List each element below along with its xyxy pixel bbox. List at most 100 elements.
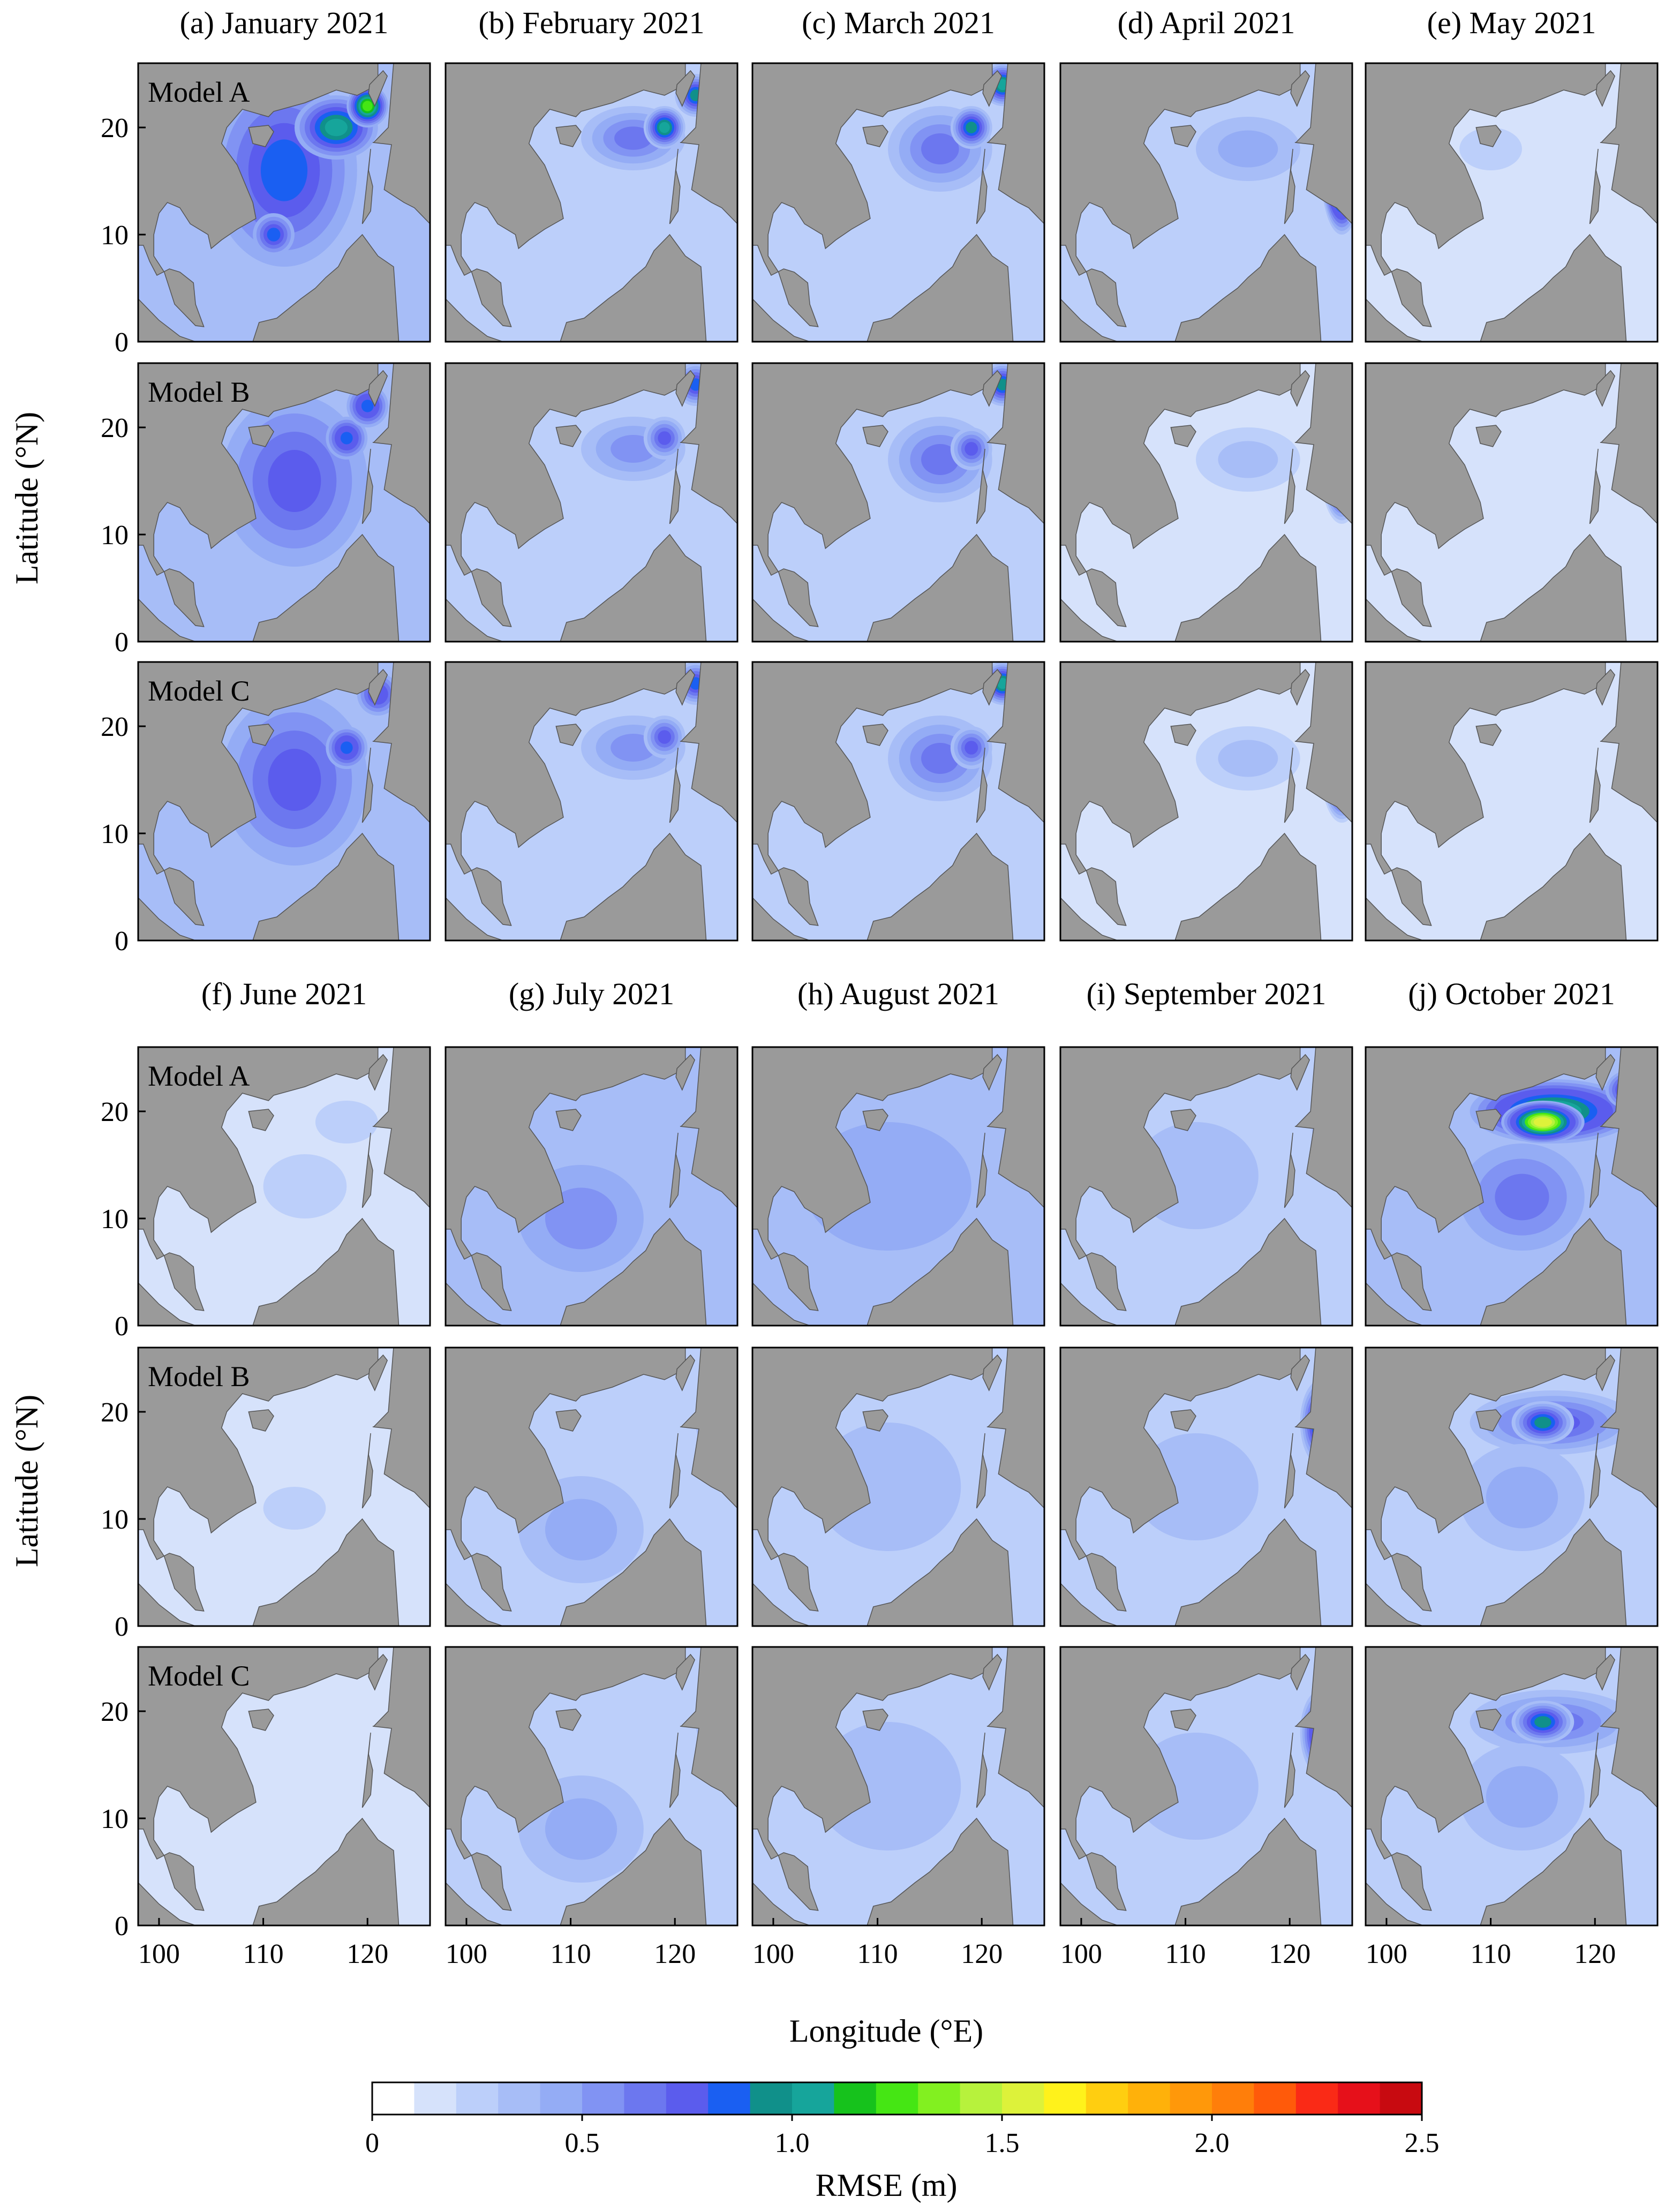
colorbar-swatch bbox=[1170, 2082, 1212, 2115]
land-mass bbox=[248, 125, 274, 147]
land-mass bbox=[1480, 1047, 1658, 1326]
rmse-contour bbox=[325, 118, 348, 137]
panel-month-2-model-2 bbox=[751, 661, 1045, 942]
land-mass bbox=[1290, 370, 1310, 407]
land-mass bbox=[976, 1132, 988, 1208]
colorbar-swatch bbox=[1002, 2082, 1044, 2115]
land-mass bbox=[675, 1653, 696, 1691]
land-mass bbox=[752, 662, 993, 926]
land-mass bbox=[560, 1047, 737, 1326]
rmse-contour bbox=[545, 1187, 617, 1250]
ytick-label: 0 bbox=[115, 1911, 129, 1942]
land-mass bbox=[1475, 125, 1502, 147]
xtick-label: 120 bbox=[346, 1939, 388, 1969]
land-mass bbox=[1366, 1647, 1606, 1911]
land-mass bbox=[368, 1653, 388, 1691]
rmse-contour bbox=[1486, 1466, 1558, 1529]
land-mass bbox=[1174, 363, 1352, 642]
month-title: (g) July 2021 bbox=[509, 976, 674, 1011]
land-mass bbox=[1595, 370, 1616, 407]
xtick-label: 110 bbox=[243, 1939, 284, 1969]
panel-month-8-model-0 bbox=[1059, 1046, 1353, 1327]
land-mass bbox=[1475, 724, 1502, 746]
land-mass bbox=[446, 1882, 503, 1925]
land-mass bbox=[1480, 63, 1658, 342]
rmse-contour bbox=[268, 749, 321, 811]
land-mass bbox=[248, 1109, 274, 1131]
land-mass bbox=[862, 1409, 888, 1432]
land-mass bbox=[1589, 747, 1601, 823]
rmse-contour bbox=[545, 1798, 617, 1860]
rmse-contour bbox=[997, 379, 1008, 390]
land-mass bbox=[138, 1647, 379, 1911]
land-mass bbox=[1060, 1647, 1301, 1911]
land-mass bbox=[867, 1647, 1044, 1925]
land-mass bbox=[1290, 1054, 1310, 1091]
land-mass bbox=[669, 747, 681, 823]
land-mass bbox=[982, 370, 1003, 407]
colorbar-swatch bbox=[792, 2082, 834, 2115]
land-mass bbox=[1589, 1132, 1601, 1208]
land-mass bbox=[1284, 148, 1295, 224]
ytick-label: 20 bbox=[101, 1397, 129, 1428]
land-mass bbox=[752, 1047, 993, 1311]
panel-frame bbox=[751, 661, 1045, 942]
panel-frame bbox=[751, 62, 1045, 343]
land-mass bbox=[1284, 1132, 1295, 1208]
land-mass bbox=[1589, 448, 1601, 524]
xtick-label: 120 bbox=[654, 1939, 696, 1969]
land-mass bbox=[248, 1709, 274, 1731]
land-mass bbox=[867, 363, 1044, 642]
land-mass bbox=[1174, 1348, 1352, 1626]
land-mass bbox=[1170, 1709, 1196, 1731]
month-title: (e) May 2021 bbox=[1427, 5, 1596, 40]
land-mass bbox=[1366, 1282, 1423, 1326]
panel-month-8-model-1 bbox=[1059, 1346, 1353, 1627]
land-mass bbox=[1060, 897, 1118, 941]
panel-frame bbox=[1365, 1046, 1659, 1327]
land-mass bbox=[752, 1882, 810, 1925]
rmse-contour bbox=[658, 431, 672, 445]
panel-month-3-model-1 bbox=[1059, 362, 1353, 643]
land-mass bbox=[675, 1054, 696, 1091]
ytick-label: 10 bbox=[101, 220, 129, 251]
colorbar-swatch bbox=[498, 2082, 541, 2115]
land-mass bbox=[976, 1732, 988, 1808]
ytick-label: 20 bbox=[101, 712, 129, 742]
panel-month-4-model-2 bbox=[1365, 661, 1659, 942]
ytick-label: 20 bbox=[101, 1097, 129, 1127]
land-mass bbox=[446, 63, 686, 327]
land-mass bbox=[368, 1054, 388, 1091]
land-mass bbox=[862, 125, 888, 147]
land-mass bbox=[976, 747, 988, 823]
land-mass bbox=[1170, 425, 1196, 447]
land-mass bbox=[1170, 724, 1196, 746]
rmse-contour bbox=[658, 730, 672, 744]
land-mass bbox=[560, 363, 737, 642]
panel-month-5-model-1: Model B 0 10 20 bbox=[101, 1346, 431, 1642]
rmse-contour bbox=[263, 1154, 347, 1218]
rmse-contour bbox=[268, 450, 321, 512]
colorbar-swatch bbox=[624, 2082, 667, 2115]
land-mass bbox=[1174, 1647, 1352, 1925]
colorbar-frame bbox=[371, 2081, 1423, 2116]
land-mass bbox=[446, 1647, 686, 1911]
land-mass bbox=[1589, 1732, 1601, 1808]
model-label: Model C bbox=[148, 675, 250, 707]
rmse-contour bbox=[1495, 1173, 1549, 1221]
land-mass bbox=[1284, 448, 1295, 524]
rmse-contour bbox=[997, 79, 1008, 91]
land-mass bbox=[368, 70, 388, 107]
land-mass bbox=[1170, 125, 1196, 147]
rmse-contour bbox=[1486, 1766, 1558, 1828]
panel-month-5-model-0: Model A 0 10 20 bbox=[101, 1046, 431, 1342]
colorbar-tick-label: 2.0 bbox=[1195, 2128, 1230, 2158]
colorbar: 0 0.5 1.0 1.5 2.0 2.5 bbox=[365, 2081, 1440, 2158]
land-mass bbox=[1290, 668, 1310, 706]
land-mass bbox=[446, 1582, 503, 1626]
land-mass bbox=[1366, 63, 1606, 327]
colorbar-swatch bbox=[1128, 2082, 1171, 2115]
panel-frame bbox=[137, 1646, 431, 1927]
land-mass bbox=[1290, 1354, 1310, 1391]
ytick-label: 10 bbox=[101, 1204, 129, 1235]
